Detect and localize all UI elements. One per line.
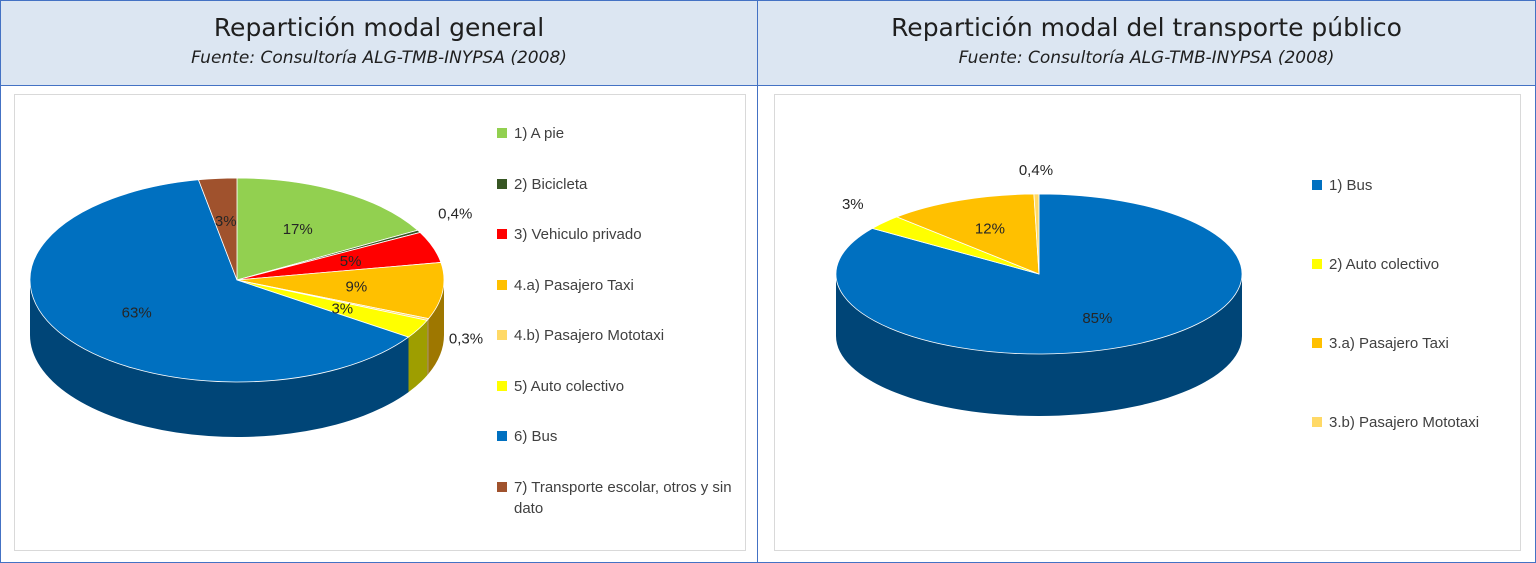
pie-top [835, 193, 1243, 355]
legend-swatch [497, 279, 507, 290]
pie-side-4 [428, 280, 444, 374]
legend-label: 5) Auto colectivo [514, 377, 625, 395]
panel-header: Repartición modal general Fuente: Consul… [1, 1, 757, 86]
data-label-4: 9% [346, 278, 368, 295]
pie-slice-8 [197, 177, 238, 281]
legend-label: 6) Bus [514, 428, 558, 445]
pie-side-7 [30, 280, 409, 437]
chart-source: Fuente: Consultoría ALG-TMB-INYPSA (2008… [958, 48, 1335, 68]
chart-title: Repartición modal del transporte público [891, 13, 1402, 42]
legend-swatch [1312, 259, 1322, 269]
pie-slice-4 [1033, 193, 1040, 275]
data-label-6: 3% [331, 300, 353, 317]
legend-swatch [497, 380, 507, 391]
chart-title: Repartición modal general [213, 13, 545, 42]
chart-source: Fuente: Consultoría ALG-TMB-INYPSA (2008… [191, 48, 567, 68]
pie-side-1 [836, 274, 1242, 416]
legend-label: 3) Vehiculo privado [514, 226, 642, 243]
legend-swatch [1312, 417, 1322, 427]
pie-slice-4 [236, 262, 445, 320]
data-label-3: 12% [975, 220, 1005, 237]
pie-top [29, 177, 445, 383]
pie-sides [30, 280, 444, 437]
legend-label: 1) Bus [1329, 177, 1373, 194]
legend-swatch [497, 431, 507, 441]
data-label-8: 3% [215, 213, 237, 230]
legend-swatch [497, 178, 507, 189]
data-label-4: 0,4% [1019, 162, 1053, 179]
legend-label: 2) Auto colectivo [1329, 256, 1440, 273]
legend-swatch [1312, 338, 1322, 348]
pie-sides [836, 274, 1242, 416]
legend-label: 4.a) Pasajero Taxi [514, 276, 634, 294]
pie-slice-3 [895, 193, 1040, 275]
data-label-2: 3% [842, 196, 864, 213]
panel-header: Repartición modal del transporte público… [758, 1, 1535, 86]
pie-chart-general: 17% 0,4% 5% 9% 0,3% 3% 63% 3% [29, 177, 483, 437]
legend-label: 4.b) Pasajero Mototaxi [514, 327, 665, 344]
panel-general: Repartición modal general Fuente: Consul… [1, 1, 758, 562]
chart-area: 85% 3% 12% 0,4% 1) Bus 2) Auto colectivo 3.a)… [774, 94, 1521, 551]
chart-area: 17% 0,4% 5% 9% 0,3% 3% 63% 3% 1) A pie 2) Bicicl… [14, 94, 746, 551]
legend-swatch [497, 128, 507, 138]
pie-side-6 [408, 320, 428, 393]
legend-swatch [497, 481, 507, 492]
data-label-3: 5% [340, 253, 362, 270]
legend-label: 3.a) Pasajero Taxi [1329, 335, 1449, 352]
legend-swatch [497, 330, 507, 340]
data-label-5: 0,3% [449, 331, 483, 348]
panel-public-transport: Repartición modal del transporte público… [758, 1, 1535, 562]
data-label-2: 0,4% [438, 206, 472, 223]
legend-swatch [1312, 180, 1322, 190]
pie-slice-7 [29, 179, 410, 383]
legend-label: 7) Transporte escolar, otros y sin dato [514, 478, 732, 517]
pie-chart-public-transport: 85% 3% 12% 0,4% [835, 162, 1243, 416]
data-label-1: 85% [1082, 310, 1112, 327]
data-label-1: 17% [283, 221, 313, 238]
pie-slice-1 [236, 177, 419, 281]
legend-swatch [497, 229, 507, 239]
data-label-7: 63% [122, 305, 152, 322]
legend-label: 1) A pie [514, 125, 565, 142]
legend-label: 3.b) Pasajero Mototaxi [1329, 414, 1480, 431]
pie-side-5 [427, 318, 429, 376]
legend-label: 2) Bicicleta [514, 175, 588, 193]
